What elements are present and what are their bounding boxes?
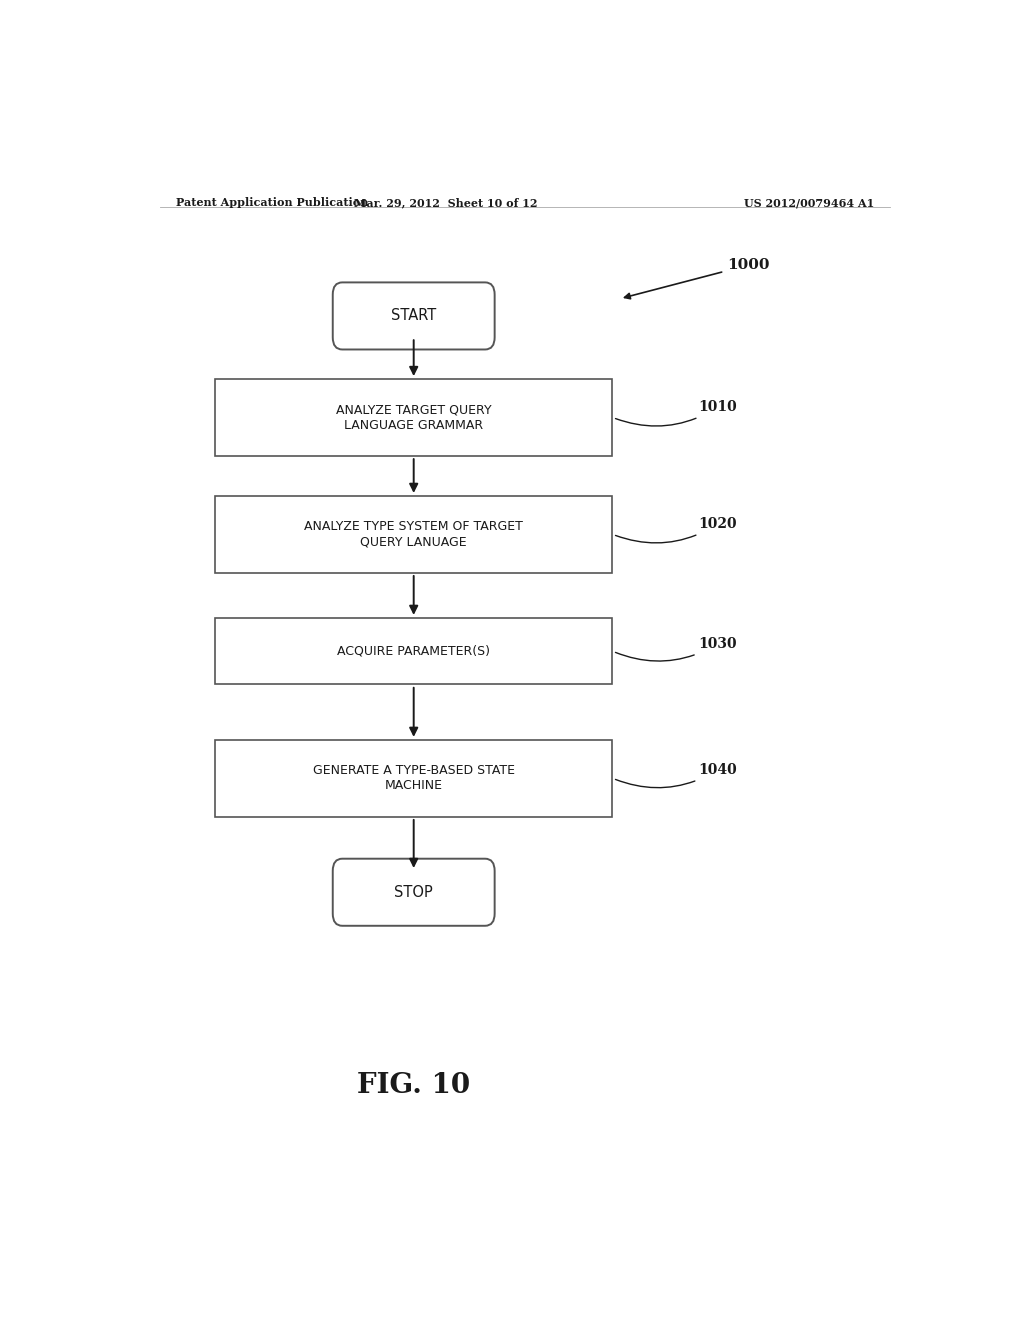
- Text: START: START: [391, 309, 436, 323]
- FancyBboxPatch shape: [215, 741, 612, 817]
- Text: 1040: 1040: [615, 763, 736, 788]
- Text: GENERATE A TYPE-BASED STATE
MACHINE: GENERATE A TYPE-BASED STATE MACHINE: [312, 764, 515, 792]
- Text: Mar. 29, 2012  Sheet 10 of 12: Mar. 29, 2012 Sheet 10 of 12: [353, 197, 538, 209]
- Text: ANALYZE TARGET QUERY
LANGUAGE GRAMMAR: ANALYZE TARGET QUERY LANGUAGE GRAMMAR: [336, 404, 492, 432]
- Text: Patent Application Publication: Patent Application Publication: [176, 197, 368, 209]
- Text: 1000: 1000: [625, 259, 770, 298]
- Text: STOP: STOP: [394, 884, 433, 900]
- Text: FIG. 10: FIG. 10: [357, 1072, 470, 1098]
- FancyBboxPatch shape: [333, 282, 495, 350]
- Text: US 2012/0079464 A1: US 2012/0079464 A1: [743, 197, 873, 209]
- Text: ANALYZE TYPE SYSTEM OF TARGET
QUERY LANUAGE: ANALYZE TYPE SYSTEM OF TARGET QUERY LANU…: [304, 520, 523, 549]
- Text: 1030: 1030: [615, 638, 736, 661]
- Text: ACQUIRE PARAMETER(S): ACQUIRE PARAMETER(S): [337, 645, 490, 657]
- FancyBboxPatch shape: [215, 618, 612, 684]
- FancyBboxPatch shape: [215, 379, 612, 455]
- FancyBboxPatch shape: [333, 859, 495, 925]
- FancyBboxPatch shape: [215, 496, 612, 573]
- Text: 1020: 1020: [615, 517, 736, 543]
- Text: 1010: 1010: [615, 400, 736, 426]
